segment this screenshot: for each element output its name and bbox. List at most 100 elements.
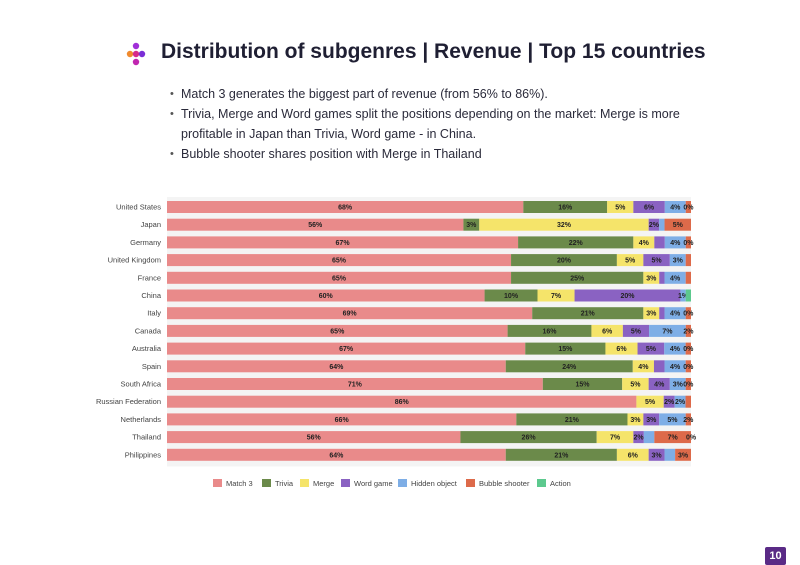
data-label: 3% [646, 311, 657, 318]
bar-segment-merge [591, 324, 623, 337]
data-label: 16% [558, 205, 573, 212]
bar-segment-match-3 [167, 236, 519, 249]
bar-segment-trivia [532, 307, 644, 320]
bar-segment-merge [633, 236, 655, 249]
data-label: 25% [570, 275, 585, 282]
bar-segment-merge [537, 289, 575, 302]
legend-label: Hidden object [411, 479, 458, 488]
bar-segment-trivia [507, 324, 592, 337]
data-label: 7% [668, 435, 679, 442]
bar-segment-trivia [505, 360, 633, 373]
bar-segment-trivia [505, 448, 617, 461]
bar-segment-word-game [654, 236, 665, 249]
bar-segment-word-game [622, 324, 650, 337]
bullet-item: Bubble shooter shares position with Merg… [170, 144, 690, 164]
bar-segment-hidden-object [659, 413, 686, 426]
data-label: 4% [670, 346, 681, 353]
legend-label: Action [550, 479, 571, 488]
category-label: United Kingdom [108, 256, 161, 265]
bar-segment-hidden-object [659, 218, 665, 231]
bar-segment-word-game [643, 254, 670, 267]
bar-segment-match-3 [167, 218, 464, 231]
data-label: 10% [504, 293, 519, 300]
bar-segment-bubble-shooter [685, 342, 691, 355]
data-label: 2% [634, 435, 645, 442]
bar-segment-hidden-object [680, 289, 686, 302]
data-label: 4% [670, 205, 681, 212]
bar-segment-hidden-object [664, 307, 686, 320]
data-label: 0% [683, 364, 694, 371]
data-label: 66% [335, 417, 350, 424]
bar-segment-word-game [653, 360, 665, 373]
data-label: 1% [678, 293, 689, 300]
data-label: 21% [565, 417, 580, 424]
bar-segment-match-3 [167, 324, 508, 337]
data-label: 65% [332, 258, 347, 265]
bar-segment-hidden-object [664, 360, 686, 373]
bar-segment-trivia [484, 289, 538, 302]
data-label: 5% [652, 258, 663, 265]
bar-segment-bubble-shooter [685, 413, 691, 426]
bar-segment-bubble-shooter [685, 236, 691, 249]
bar-segment-trivia [525, 342, 606, 355]
bar-segment-word-game [648, 218, 660, 231]
bar-segment-merge [607, 201, 634, 213]
category-label: France [138, 273, 161, 282]
data-label: 86% [395, 399, 410, 406]
data-label: 4% [670, 240, 681, 247]
category-label: South Africa [121, 380, 162, 389]
data-label: 2% [683, 417, 694, 424]
data-label: 60% [319, 293, 334, 300]
data-label: 3% [646, 275, 657, 282]
bar-segment-word-game [633, 201, 665, 213]
bar-segment-word-game [648, 378, 670, 390]
data-label: 5% [625, 258, 636, 265]
data-label: 68% [338, 205, 353, 212]
bar-segment-word-game [633, 431, 644, 444]
data-label: 6% [628, 452, 639, 459]
data-label: 64% [329, 364, 344, 371]
legend-label: Merge [313, 479, 334, 488]
legend-label: Trivia [275, 479, 294, 488]
bar-segment-hidden-object [674, 395, 686, 408]
bar-segment-merge [643, 307, 660, 320]
data-label: 6% [616, 346, 627, 353]
bar-segment-bubble-shooter [685, 360, 691, 373]
data-label: 3% [646, 417, 657, 424]
bullet-item: Match 3 generates the biggest part of re… [170, 84, 690, 104]
legend-label: Match 3 [226, 479, 253, 488]
legend-swatch-action [537, 479, 546, 487]
data-label: 67% [336, 240, 351, 247]
data-label: 6% [644, 205, 655, 212]
data-label: 5% [615, 205, 626, 212]
data-label: 16% [543, 328, 558, 335]
bar-segment-trivia [518, 236, 634, 249]
bar-segment-hidden-object [664, 236, 686, 249]
summary-bullets: Match 3 generates the biggest part of re… [170, 84, 690, 164]
bar-segment-action [685, 289, 691, 302]
bar-segment-match-3 [167, 342, 526, 355]
data-label: 0% [683, 311, 694, 318]
category-label: Netherlands [121, 415, 162, 424]
data-label: 20% [557, 258, 572, 265]
bar-segment-hidden-object [669, 378, 686, 390]
data-label: 3% [652, 452, 663, 459]
category-label: United States [116, 203, 161, 212]
category-label: China [141, 291, 161, 300]
data-label: 3% [466, 222, 477, 229]
data-label: 3% [630, 417, 641, 424]
data-label: 7% [551, 293, 562, 300]
bar-segment-word-game [637, 342, 665, 355]
legend-label: Bubble shooter [479, 479, 530, 488]
bar-segment-merge [616, 448, 649, 461]
category-label: Russian Federation [96, 397, 161, 406]
bar-segment-match-3 [167, 395, 637, 408]
bar-segment-match-3 [167, 448, 506, 461]
data-label: 7% [610, 435, 621, 442]
data-label: 6% [602, 328, 613, 335]
bar-segment-hidden-object [664, 342, 686, 355]
data-label: 5% [645, 399, 656, 406]
data-label: 3% [673, 382, 684, 389]
legend-label: Word game [354, 479, 393, 488]
bar-segment-trivia [460, 431, 597, 444]
